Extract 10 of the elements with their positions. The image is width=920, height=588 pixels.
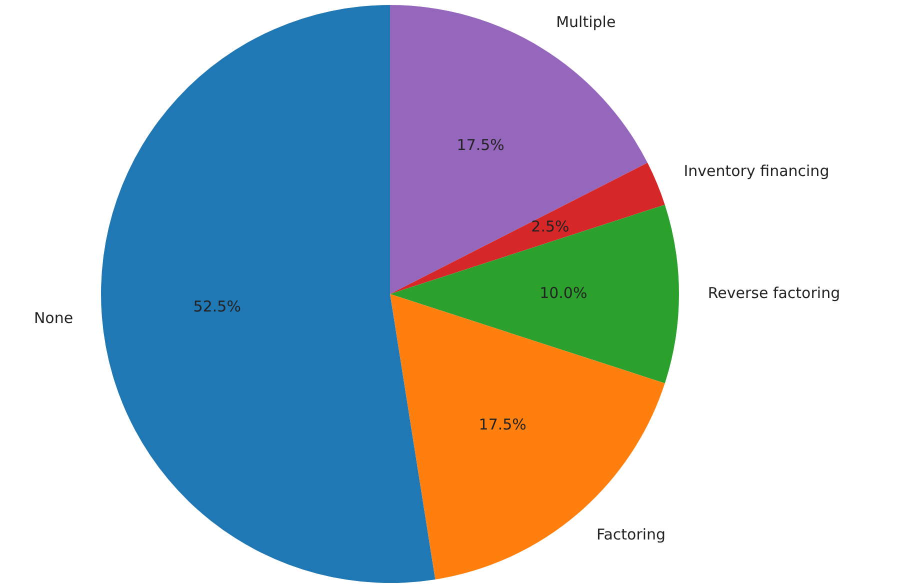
slice-label: Inventory financing: [684, 162, 830, 180]
slice-label: Factoring: [596, 526, 666, 544]
data-label: 52.5%: [193, 297, 241, 316]
data-label: 17.5%: [456, 136, 504, 154]
slice-label: Multiple: [556, 12, 616, 31]
slice-label: Reverse factoring: [708, 284, 840, 302]
data-label: 10.0%: [540, 284, 588, 302]
data-label: 2.5%: [531, 218, 570, 236]
data-label: 17.5%: [478, 416, 526, 434]
slice-label: None: [34, 308, 74, 327]
